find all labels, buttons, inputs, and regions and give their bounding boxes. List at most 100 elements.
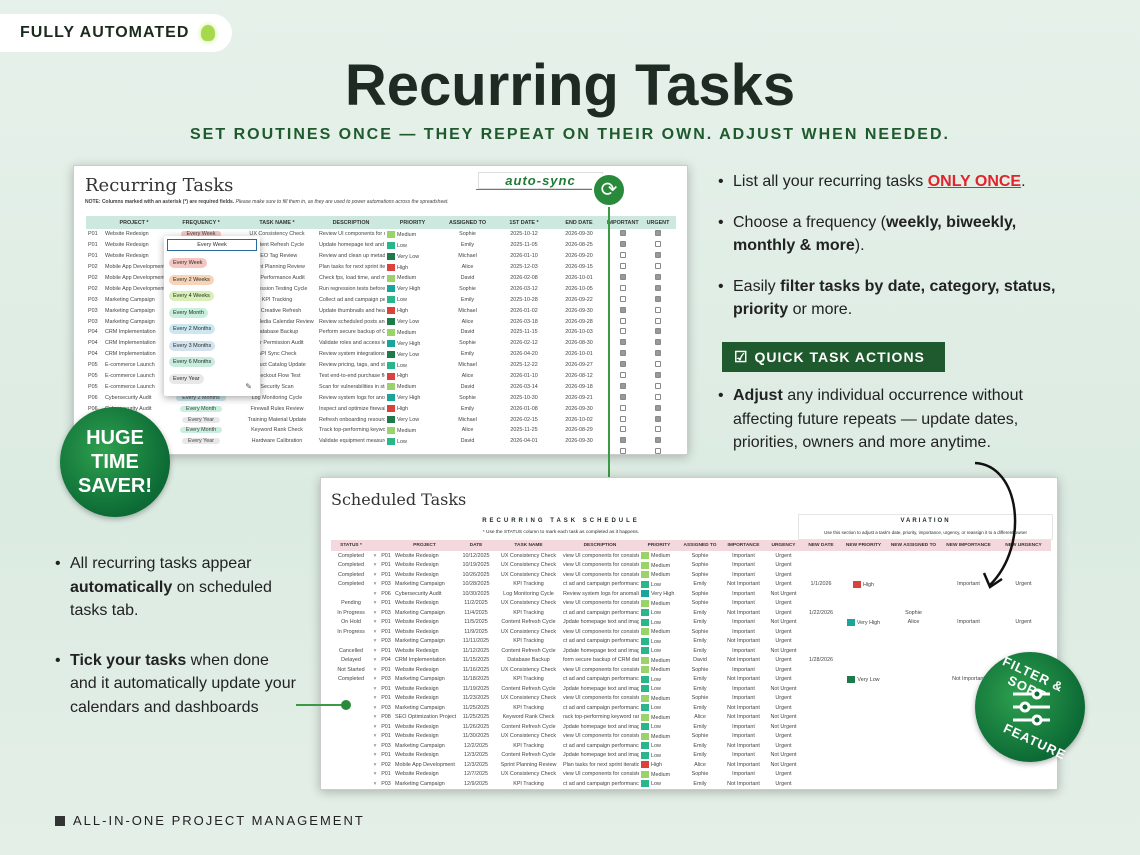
column-header[interactable]: PROJECT * — [119, 219, 149, 226]
priority-cell[interactable]: Very Low — [385, 316, 440, 327]
new-date-cell[interactable] — [801, 618, 841, 628]
important-checkbox[interactable] — [605, 229, 640, 240]
new-assigned-cell[interactable] — [886, 646, 941, 656]
pencil-icon[interactable]: ✎ — [245, 382, 252, 391]
priority-cell[interactable]: Very Low — [385, 349, 440, 360]
priority-cell[interactable]: Low — [641, 637, 661, 645]
status-dropdown-arrow[interactable]: ▾ — [373, 657, 377, 664]
dropdown-option[interactable]: Every 6 Months — [169, 357, 255, 367]
project-cell[interactable]: Website Redesign — [105, 231, 149, 238]
status-dropdown-arrow[interactable]: ▾ — [373, 685, 377, 692]
new-importance-cell[interactable]: Important — [957, 619, 980, 626]
status-cell[interactable] — [331, 732, 371, 742]
new-priority-cell[interactable]: Very Low — [841, 675, 886, 685]
priority-cell[interactable]: Low — [641, 609, 661, 617]
checkbox[interactable] — [619, 437, 626, 444]
urgent-checkbox[interactable] — [640, 371, 676, 382]
status-cell[interactable] — [331, 770, 371, 780]
new-importance-cell[interactable] — [941, 779, 996, 789]
column-header[interactable]: 1ST DATE * — [509, 219, 539, 226]
priority-cell[interactable]: Low — [639, 608, 679, 618]
dropdown-option[interactable]: Every 4 Weeks — [169, 291, 255, 301]
frequency-chip[interactable]: Every Week — [180, 231, 222, 238]
assigned-cell[interactable]: Alice — [461, 264, 474, 271]
priority-cell[interactable]: Medium — [639, 627, 679, 637]
checkbox[interactable] — [655, 328, 661, 335]
priority-cell[interactable]: Very High — [385, 338, 440, 349]
priority-cell[interactable]: Very Low — [387, 318, 419, 326]
checkbox[interactable] — [619, 230, 626, 237]
status-dropdown-arrow[interactable]: ▾ — [373, 666, 377, 673]
status-dropdown-arrow[interactable]: ▾ — [373, 714, 377, 721]
checkbox[interactable] — [619, 372, 626, 379]
priority-cell[interactable]: Medium — [639, 561, 679, 571]
priority-cell[interactable]: Medium — [639, 656, 679, 666]
important-checkbox[interactable] — [605, 283, 640, 294]
assigned-cell[interactable]: Michael — [458, 416, 477, 423]
column-header[interactable]: NEW URGENCY — [1005, 543, 1042, 548]
urgent-checkbox[interactable] — [640, 403, 676, 414]
new-priority-cell[interactable] — [841, 770, 886, 780]
new-assigned-cell[interactable] — [886, 580, 941, 590]
priority-cell[interactable]: Low — [641, 647, 661, 655]
new-date-cell[interactable] — [801, 770, 841, 780]
checkbox[interactable] — [655, 448, 661, 454]
priority-cell[interactable]: Medium — [385, 229, 440, 240]
priority-cell[interactable]: Low — [639, 675, 679, 685]
status-dropdown-arrow[interactable]: ▾ — [373, 704, 377, 711]
priority-cell[interactable]: Medium — [639, 665, 679, 675]
new-priority-cell[interactable] — [841, 760, 886, 770]
new-priority-cell[interactable] — [841, 732, 886, 742]
new-date-cell[interactable]: 1/1/2026 — [810, 581, 832, 588]
priority-cell[interactable]: Medium — [385, 381, 440, 392]
priority-cell[interactable]: High — [387, 405, 408, 413]
project-cell[interactable]: CRM Implementation — [105, 351, 156, 358]
column-header[interactable]: NEW ASSIGNED TO — [890, 543, 937, 548]
project-cell[interactable]: Website Redesign — [105, 253, 149, 260]
priority-cell[interactable]: Low — [639, 741, 679, 751]
column-header[interactable]: END DATE — [565, 219, 593, 226]
dropdown-option[interactable]: Every Week — [169, 258, 255, 268]
frequency-cell[interactable]: Every 2 Months — [165, 392, 237, 403]
project-cell[interactable]: Mobile App Development — [105, 275, 165, 281]
priority-cell[interactable]: High — [387, 307, 408, 315]
status-dropdown-arrow[interactable]: ▾ — [373, 723, 377, 730]
priority-cell[interactable]: High — [385, 305, 440, 316]
column-header[interactable]: DATE — [469, 543, 483, 548]
checkbox[interactable] — [619, 350, 626, 357]
priority-cell[interactable]: Very High — [387, 285, 420, 293]
checkbox[interactable] — [655, 404, 661, 411]
checkbox[interactable] — [655, 295, 661, 302]
new-assigned-cell[interactable] — [886, 713, 941, 723]
project-cell[interactable]: Marketing Campaign — [105, 318, 155, 325]
important-checkbox[interactable] — [605, 392, 640, 403]
assigned-cell[interactable]: Michael — [458, 253, 477, 260]
frequency-cell[interactable]: Every Month — [165, 403, 237, 414]
status-dropdown-arrow[interactable]: ▾ — [373, 571, 377, 578]
status-cell[interactable]: Pending — [341, 600, 361, 607]
urgent-checkbox[interactable] — [640, 338, 676, 349]
new-date-cell[interactable] — [801, 722, 841, 732]
urgent-checkbox[interactable] — [640, 262, 676, 273]
priority-cell[interactable]: Medium — [641, 694, 670, 702]
frequency-cell[interactable]: Every Week — [165, 229, 237, 240]
checkbox[interactable] — [619, 426, 626, 433]
important-checkbox[interactable] — [605, 305, 640, 316]
dropdown-option[interactable]: Every 3 Months — [169, 340, 255, 351]
status-dropdown-arrow[interactable]: ▾ — [373, 695, 377, 702]
new-urgency-cell[interactable]: Urgent — [1015, 581, 1032, 588]
new-priority-cell[interactable] — [841, 627, 886, 637]
new-priority-cell[interactable] — [841, 779, 886, 789]
frequency-cell[interactable] — [165, 447, 237, 454]
important-checkbox[interactable] — [605, 316, 640, 327]
frequency-chip[interactable]: Every Year — [181, 416, 221, 423]
dropdown-option[interactable]: Every Month — [169, 307, 255, 318]
priority-cell[interactable]: Low — [641, 723, 661, 731]
new-importance-cell[interactable]: Not Important — [952, 676, 985, 683]
status-cell[interactable]: In Progress — [337, 628, 365, 635]
new-priority-cell[interactable] — [841, 646, 886, 656]
priority-cell[interactable]: Medium — [641, 599, 670, 607]
priority-cell[interactable]: Medium — [639, 694, 679, 704]
new-priority-cell[interactable] — [841, 570, 886, 580]
new-urgency-cell[interactable] — [996, 637, 1051, 647]
